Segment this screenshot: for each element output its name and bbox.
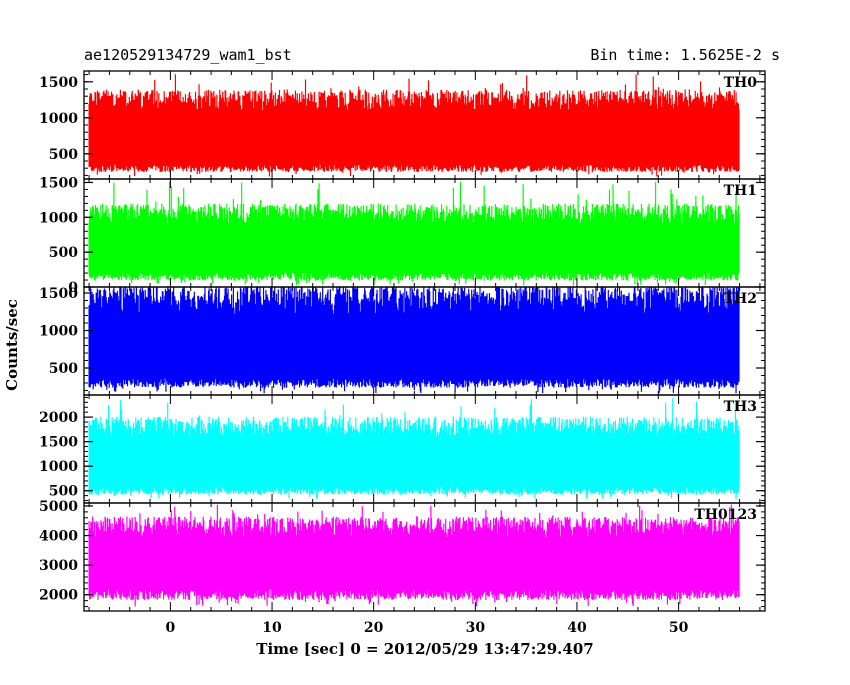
x-tick-label: 30 <box>466 620 486 636</box>
series-trace-th0123 <box>88 504 740 607</box>
panel-th1: 0 500 1000 1500 TH1 <box>39 175 766 296</box>
y-tick-label: 1000 <box>39 324 78 340</box>
panel-label-th3: TH3 <box>724 399 757 415</box>
bin-time-label: Bin time: 1.5625E-2 s <box>590 46 780 64</box>
y-tick-label: 2000 <box>39 410 78 426</box>
y-tick-label: 500 <box>49 484 78 500</box>
x-tick-label: 10 <box>262 620 282 636</box>
panel-label-th1: TH1 <box>724 183 757 199</box>
y-tick-label: 1000 <box>39 459 78 475</box>
y-tick-label: 2000 <box>39 588 78 604</box>
series-trace-th1 <box>88 181 740 286</box>
y-tick-label: 500 <box>49 361 78 377</box>
x-tick-label: 40 <box>567 620 587 636</box>
panel-label-th0123: TH0123 <box>694 507 757 523</box>
y-tick-label: 500 <box>49 147 78 163</box>
panel-th3: 500 1000 1500 2000 TH3 <box>39 394 766 504</box>
y-tick-label: 1500 <box>39 435 78 451</box>
panel-th2: 500 1000 1500 TH2 <box>39 286 766 396</box>
chart-title: ae120529134729_wam1_bst <box>84 46 292 64</box>
y-tick-label: 1500 <box>39 75 78 91</box>
y-tick-label: 1500 <box>39 286 78 302</box>
x-axis-label: Time [sec] 0 = 2012/05/29 13:47:29.407 <box>256 640 593 658</box>
x-tick-label: 50 <box>669 620 689 636</box>
y-tick-label: 1500 <box>39 175 78 191</box>
panel-th0: 500 1000 1500 TH0 <box>39 70 766 180</box>
panel-label-th2: TH2 <box>724 291 757 307</box>
y-tick-label: 1000 <box>39 111 78 127</box>
series-trace-th2 <box>88 287 740 394</box>
series-trace-th0 <box>88 74 740 177</box>
x-tick-label: 20 <box>364 620 384 636</box>
y-tick-label: 500 <box>49 245 78 261</box>
y-tick-label: 3000 <box>39 558 78 574</box>
panel-th0123: 2000 3000 4000 5000 TH0123 <box>39 499 766 612</box>
panel-frame <box>83 502 766 612</box>
y-tick-label: 1000 <box>39 210 78 226</box>
y-axis-label: Counts/sec <box>3 299 21 391</box>
y-tick-label: 0 <box>68 280 78 296</box>
y-tick-label: 5000 <box>39 499 78 515</box>
x-tick-label: 0 <box>166 620 176 636</box>
y-tick-label: 4000 <box>39 529 78 545</box>
series-trace-th3 <box>88 398 740 500</box>
panel-label-th0: TH0 <box>724 75 758 91</box>
